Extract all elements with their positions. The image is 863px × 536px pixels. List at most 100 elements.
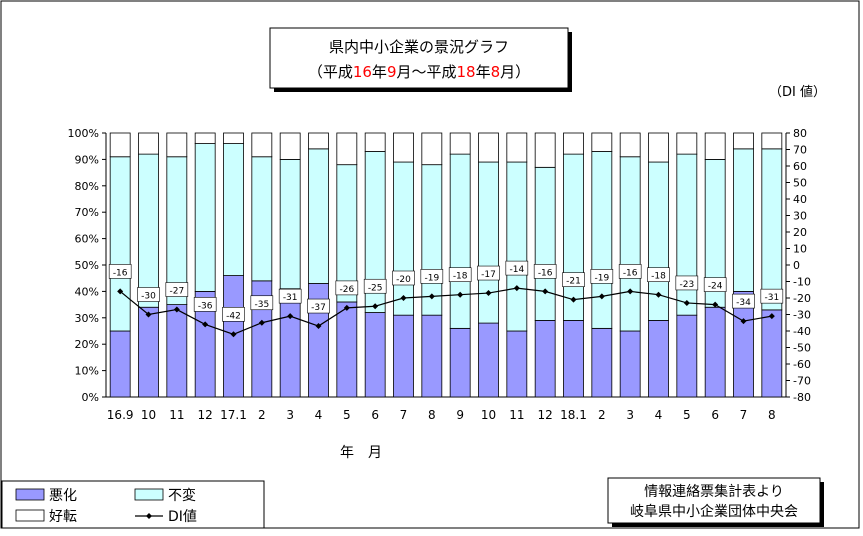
bar-segment bbox=[336, 301, 358, 398]
di-data-label-box bbox=[647, 267, 670, 283]
bar-segment bbox=[251, 132, 273, 158]
di-data-label: -35 bbox=[254, 300, 269, 310]
di-data-label: -16 bbox=[113, 268, 128, 278]
legend-swatch bbox=[134, 488, 164, 501]
bar-segment bbox=[563, 320, 584, 398]
di-data-label-box bbox=[193, 297, 217, 312]
di-point bbox=[315, 323, 322, 330]
bar-segment bbox=[478, 161, 499, 324]
bar-segment bbox=[506, 132, 528, 163]
title-line2-part: （平成 bbox=[308, 63, 353, 81]
x-tick-label: 7 bbox=[740, 408, 748, 422]
bar-segment bbox=[279, 288, 301, 398]
bar-segment bbox=[761, 309, 783, 398]
x-tick-label: 4 bbox=[655, 408, 663, 422]
y-left-tick-label: 0% bbox=[82, 391, 99, 404]
bar-segment bbox=[534, 166, 556, 321]
bar-segment bbox=[506, 330, 528, 398]
di-point bbox=[173, 306, 180, 313]
di-point bbox=[400, 295, 407, 301]
y-right-tick-label: 80 bbox=[793, 127, 807, 140]
di-data-label-box bbox=[335, 280, 359, 296]
bar-segment bbox=[109, 132, 131, 158]
legend-label: 悪化 bbox=[49, 488, 77, 504]
x-tick-label: 3 bbox=[626, 408, 634, 422]
di-point bbox=[598, 293, 605, 300]
bar-segment bbox=[166, 132, 188, 158]
di-point bbox=[485, 290, 492, 297]
bar-segment bbox=[109, 156, 131, 332]
bar-segment bbox=[336, 132, 358, 166]
y-right-tick-label: -60 bbox=[793, 358, 811, 371]
y-right-tick-label: 50 bbox=[793, 177, 807, 190]
di-data-label: -19 bbox=[424, 273, 439, 283]
di-data-label: -16 bbox=[623, 268, 638, 278]
source-note-box: 情報連絡票集計表より 岐阜県中小企業団体中央会 bbox=[607, 477, 824, 527]
di-point bbox=[683, 299, 690, 306]
di-data-label: -17 bbox=[481, 270, 496, 280]
bar-segment bbox=[223, 132, 244, 144]
di-data-label-box bbox=[675, 275, 699, 291]
x-tick-label: 9 bbox=[456, 408, 464, 422]
title-box: 県内中小企業の景況グラフ （平成16年9月～平成18年8月） bbox=[269, 27, 572, 92]
bar-segment bbox=[421, 314, 443, 398]
x-tick-label: 12 bbox=[538, 408, 553, 422]
di-data-label: -31 bbox=[283, 293, 298, 303]
bar-segment bbox=[449, 132, 471, 155]
y-left-tick-label: 70% bbox=[75, 206, 99, 219]
legend-swatch bbox=[15, 509, 45, 522]
bar-segment bbox=[138, 306, 159, 398]
y-right-tick-label: 40 bbox=[793, 193, 807, 206]
di-data-label: -21 bbox=[566, 277, 581, 287]
di-data-label: -19 bbox=[594, 273, 609, 283]
bar-segment bbox=[449, 327, 471, 398]
di-point bbox=[712, 301, 719, 308]
title-line2-part: 18 bbox=[457, 63, 476, 81]
bar-segment bbox=[251, 156, 273, 282]
legend-border bbox=[1, 480, 265, 529]
di-point bbox=[542, 288, 549, 295]
x-tick-label: 7 bbox=[400, 408, 408, 422]
bar-segment bbox=[138, 153, 159, 308]
di-data-label: -24 bbox=[708, 282, 723, 292]
bar-segment bbox=[478, 132, 499, 163]
y-right-tick-label: -10 bbox=[793, 276, 811, 289]
title-line2-part: 8 bbox=[491, 63, 501, 81]
bar-segment bbox=[563, 153, 584, 321]
bar-segment bbox=[393, 161, 414, 316]
y-left-tick-label: 90% bbox=[75, 153, 99, 166]
title-line2-part: 9 bbox=[387, 63, 397, 81]
di-data-label-box bbox=[703, 277, 727, 292]
di-data-label: -25 bbox=[368, 283, 383, 293]
di-data-label-box bbox=[108, 264, 132, 279]
bar-segment bbox=[676, 153, 698, 316]
di-point bbox=[428, 293, 435, 300]
bar-segment bbox=[761, 132, 783, 150]
di-data-label: -37 bbox=[311, 303, 326, 313]
di-data-label-box bbox=[477, 265, 500, 281]
title-line2-part: 16 bbox=[353, 63, 372, 81]
di-data-label: -34 bbox=[736, 298, 751, 308]
x-tick-label: 11 bbox=[169, 408, 184, 422]
di-data-label-box bbox=[562, 272, 585, 287]
di-point bbox=[230, 331, 237, 338]
bar-segment bbox=[733, 132, 754, 150]
y-left-tick-label: 10% bbox=[75, 365, 99, 378]
di-data-label-box bbox=[448, 267, 472, 283]
legend-marker bbox=[146, 513, 152, 519]
title-line2-part: 月～平成 bbox=[396, 63, 456, 81]
bar-segment bbox=[279, 158, 301, 290]
bar-segment bbox=[676, 132, 698, 155]
di-data-label: -42 bbox=[226, 311, 241, 321]
bar-segment bbox=[393, 314, 414, 398]
bar-segment bbox=[364, 312, 386, 398]
di-point bbox=[740, 318, 747, 325]
source-note-border bbox=[607, 477, 821, 524]
di-point bbox=[145, 311, 152, 318]
title-border bbox=[269, 27, 569, 89]
di-data-label: -18 bbox=[453, 272, 468, 282]
bar-segment bbox=[364, 132, 386, 152]
bar-segment bbox=[648, 320, 669, 398]
bar-segment bbox=[478, 322, 499, 398]
